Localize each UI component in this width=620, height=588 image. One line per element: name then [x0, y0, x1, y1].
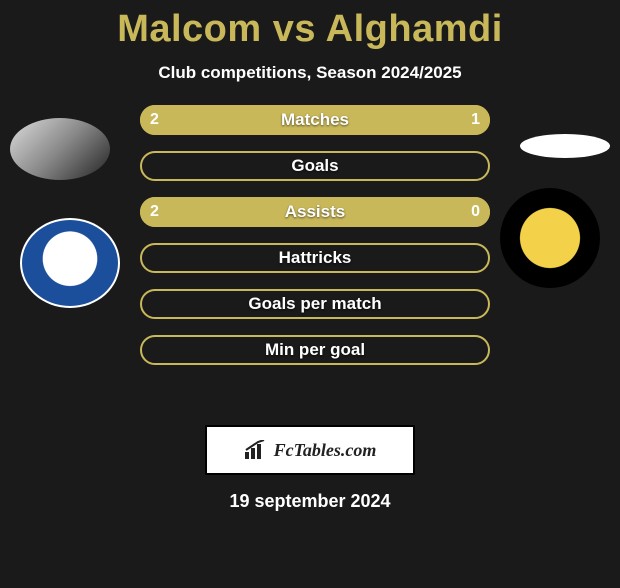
bar-label: Goals per match — [140, 289, 490, 319]
bar-label: Assists — [140, 197, 490, 227]
bar-label: Matches — [140, 105, 490, 135]
bar-label: Goals — [140, 151, 490, 181]
stat-row: Assists2 0 — [140, 197, 490, 227]
bar-value-right: 0 — [471, 197, 480, 227]
bar-label: Hattricks — [140, 243, 490, 273]
brand-chart-icon — [244, 440, 268, 460]
bar-value-left: 2 — [150, 105, 159, 135]
stat-row: Hattricks — [140, 243, 490, 273]
comparison-area: Matches21GoalsAssists20HattricksGoals pe… — [0, 105, 620, 405]
bar-value-left: 2 — [150, 197, 159, 227]
brand-badge: FcTables.com — [205, 425, 415, 475]
date-text: 19 september 2024 — [0, 491, 620, 512]
stat-row: Goals per match — [140, 289, 490, 319]
page-subtitle: Club competitions, Season 2024/2025 — [0, 63, 620, 83]
stat-bars: Matches21GoalsAssists20HattricksGoals pe… — [140, 105, 490, 381]
stat-row: Goals — [140, 151, 490, 181]
stat-row: Min per goal — [140, 335, 490, 365]
page-title: Malcom vs Alghamdi — [0, 8, 620, 51]
stat-row: Matches2 1 — [140, 105, 490, 135]
brand-text: FcTables.com — [274, 440, 377, 461]
bar-value-right: 1 — [471, 105, 480, 135]
bar-label: Min per goal — [140, 335, 490, 365]
